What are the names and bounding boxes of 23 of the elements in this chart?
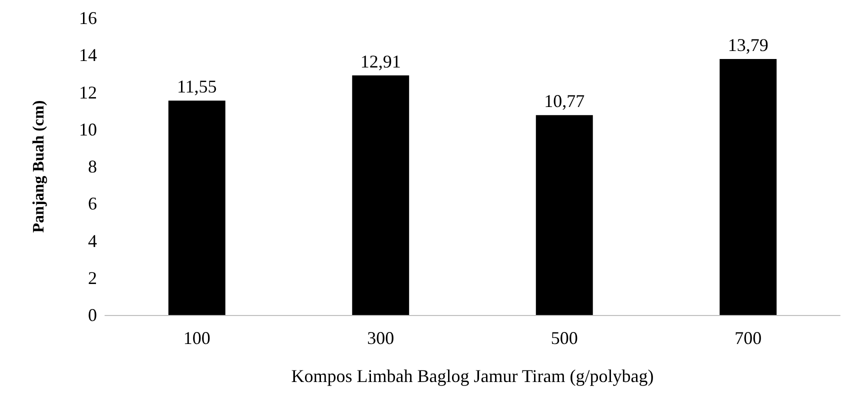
x-tick-label: 500 bbox=[550, 328, 578, 348]
y-axis-title: Panjang Buah (cm) bbox=[30, 100, 48, 233]
y-tick-label: 4 bbox=[88, 230, 97, 251]
x-tick-label: 700 bbox=[734, 328, 762, 348]
y-tick-label: 6 bbox=[88, 194, 97, 214]
data-label: 11,55 bbox=[176, 76, 217, 97]
y-tick-label: 16 bbox=[79, 8, 97, 28]
bar bbox=[536, 115, 593, 315]
bar bbox=[352, 75, 410, 315]
x-axis-title: Kompos Limbah Baglog Jamur Tiram (g/polybag) bbox=[291, 366, 654, 386]
data-label: 13,79 bbox=[728, 35, 768, 56]
y-tick-label: 10 bbox=[79, 119, 97, 140]
y-tick-label: 12 bbox=[79, 82, 97, 102]
y-tick-label: 2 bbox=[88, 268, 97, 288]
x-tick-label: 300 bbox=[367, 328, 394, 348]
bar bbox=[720, 59, 777, 315]
y-tick-label: 14 bbox=[79, 45, 97, 66]
x-tick-label: 100 bbox=[183, 328, 210, 348]
data-label: 12,91 bbox=[360, 51, 401, 72]
y-tick-label: 0 bbox=[88, 305, 97, 325]
data-label: 10,77 bbox=[544, 91, 585, 112]
y-tick-label: 8 bbox=[88, 156, 97, 176]
bar bbox=[168, 100, 226, 315]
